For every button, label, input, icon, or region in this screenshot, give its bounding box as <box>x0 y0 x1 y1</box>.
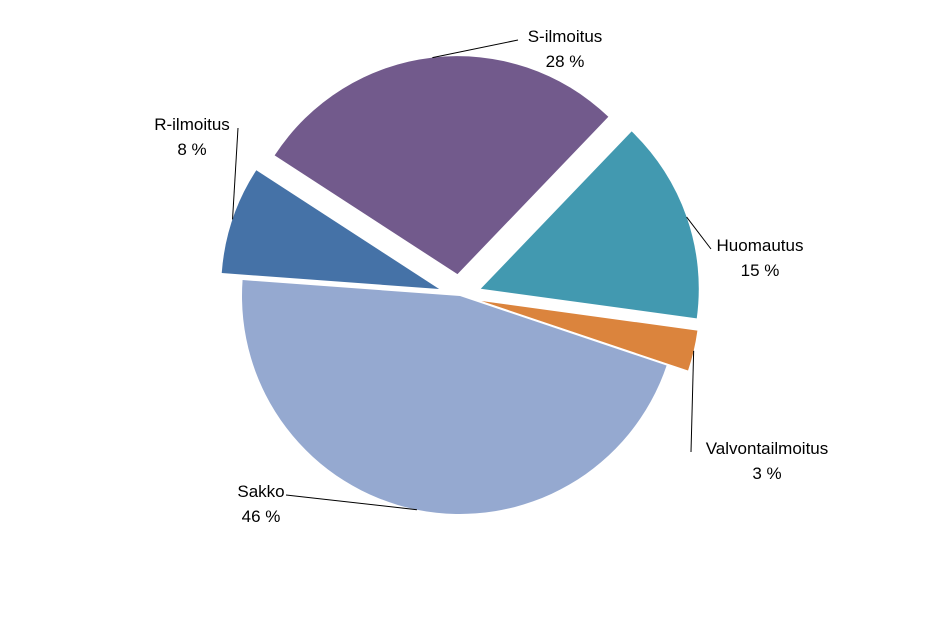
slice-percent-label: 8 % <box>177 140 206 159</box>
slice-category-label: Sakko <box>237 482 284 501</box>
slice-percent-label: 3 % <box>752 464 781 483</box>
leader-line-s-ilmoitus <box>432 39 519 59</box>
labels-layer: S-ilmoitus 28 % Huomautus 15 % Valvontailmoi… <box>154 27 828 526</box>
pie-slice-sakko <box>241 280 667 515</box>
leader-line-valvontailmoitus <box>690 350 695 453</box>
slices-layer <box>221 56 699 515</box>
leader-line-r-ilmoitus <box>232 127 239 220</box>
slice-percent-label: 15 % <box>741 261 780 280</box>
slice-category-label: S-ilmoitus <box>528 27 603 46</box>
leader-line-sakko <box>285 494 417 511</box>
pie-slice-valvontailmoitus <box>481 301 698 371</box>
slice-category-label: Huomautus <box>717 236 804 255</box>
slice-percent-label: 28 % <box>546 52 585 71</box>
slice-category-label: Valvontailmoitus <box>706 439 829 458</box>
leader-line-huomautus <box>686 216 712 250</box>
leader-lines-layer <box>232 39 712 511</box>
pie-slice-s-ilmoitus <box>274 56 609 275</box>
slice-percent-label: 46 % <box>242 507 281 526</box>
pie-slice-r-ilmoitus <box>221 170 440 289</box>
slice-category-label: R-ilmoitus <box>154 115 230 134</box>
pie-slice-huomautus <box>480 131 699 319</box>
